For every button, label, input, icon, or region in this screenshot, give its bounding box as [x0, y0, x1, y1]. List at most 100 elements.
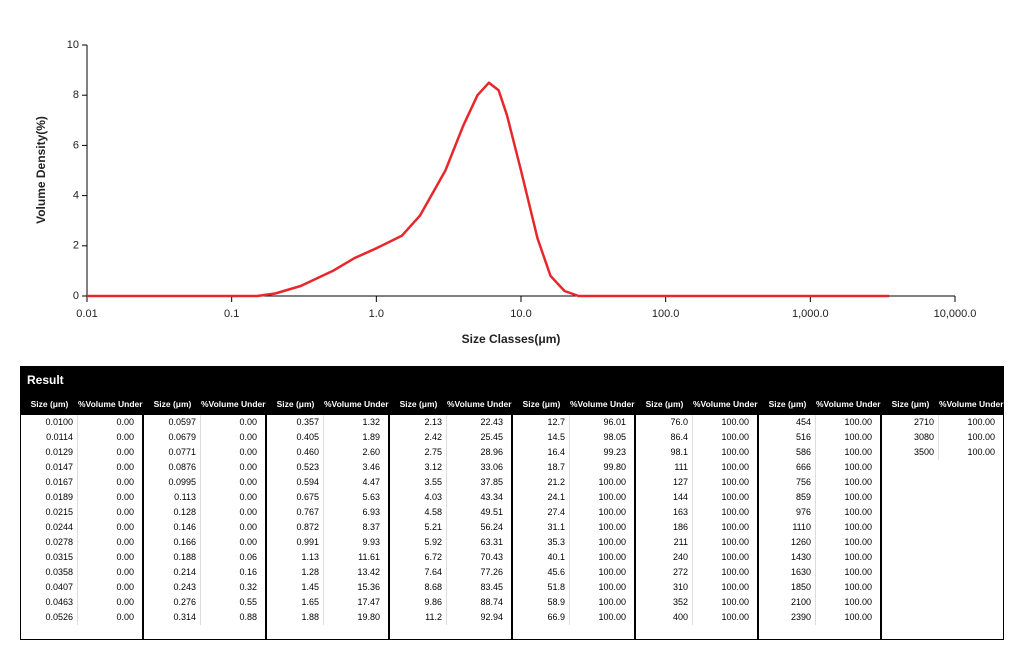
volume-cell: 1.32 — [362, 417, 380, 427]
volume-cell: 100.00 — [598, 597, 626, 607]
volume-cell: 100.00 — [598, 612, 626, 622]
size-cell: 6.72 — [390, 550, 447, 565]
size-cell: 2.75 — [390, 445, 447, 460]
table-row: 1.88 19.80 — [267, 610, 388, 625]
table-row: 0.314 0.88 — [144, 610, 265, 625]
table-row: 0.872 8.37 — [267, 520, 388, 535]
volume-cell: 100.00 — [844, 597, 872, 607]
table-row: 11.2 92.94 — [390, 610, 511, 625]
size-cell: 352 — [636, 595, 693, 610]
size-cell: 186 — [636, 520, 693, 535]
table-groups: Size (μm) %Volume Under 0.0100 0.00 0.0114 0.… — [21, 393, 1004, 640]
volume-cell: 100.00 — [721, 552, 749, 562]
size-cell: 0.460 — [267, 445, 324, 460]
table-row: 0.243 0.32 — [144, 580, 265, 595]
table-row: 3500 100.00 — [882, 445, 1003, 460]
header-cell: Size (μm) — [522, 399, 561, 409]
column-group: Size (μm) %Volume Under 76.0 100.00 86.4 100.… — [636, 393, 759, 640]
table-row: 3.55 37.85 — [390, 475, 511, 490]
table-row: 8.68 83.45 — [390, 580, 511, 595]
size-cell: 0.523 — [267, 460, 324, 475]
table-row: 1630 100.00 — [759, 565, 880, 580]
table-row: 0.214 0.16 — [144, 565, 265, 580]
table-row: 454 100.00 — [759, 415, 880, 430]
table-row: 0.523 3.46 — [267, 460, 388, 475]
volume-cell: 100.00 — [967, 417, 995, 427]
table-row: 0.0358 0.00 — [21, 565, 142, 580]
table-row: 144 100.00 — [636, 490, 757, 505]
size-cell: 18.7 — [513, 460, 570, 475]
header-row: Size (μm) %Volume Under — [636, 393, 758, 415]
size-cell: 0.243 — [144, 580, 201, 595]
table-row: 7.64 77.26 — [390, 565, 511, 580]
size-cell: 1260 — [759, 535, 816, 550]
size-cell: 35.3 — [513, 535, 570, 550]
y-tick-label: 0 — [73, 290, 79, 302]
volume-cell: 0.88 — [239, 612, 257, 622]
table-row: 0.460 2.60 — [267, 445, 388, 460]
volume-cell: 99.23 — [603, 447, 626, 457]
table-row: 5.21 56.24 — [390, 520, 511, 535]
table-row: 98.1 100.00 — [636, 445, 757, 460]
volume-cell: 100.00 — [844, 477, 872, 487]
size-cell: 0.0771 — [144, 445, 201, 460]
header-cell: %Volume Under — [693, 399, 758, 409]
volume-cell: 100.00 — [844, 492, 872, 502]
table-row: 24.1 100.00 — [513, 490, 634, 505]
volume-cell: 8.37 — [362, 522, 380, 532]
table-row: 51.8 100.00 — [513, 580, 634, 595]
table-row: 14.5 98.05 — [513, 430, 634, 445]
size-cell: 0.276 — [144, 595, 201, 610]
volume-cell: 100.00 — [844, 552, 872, 562]
table-row: 1.28 13.42 — [267, 565, 388, 580]
volume-cell: 2.60 — [362, 447, 380, 457]
size-cell: 9.86 — [390, 595, 447, 610]
volume-cell: 37.85 — [480, 477, 503, 487]
volume-cell: 0.00 — [239, 462, 257, 472]
volume-cell: 11.61 — [358, 552, 380, 562]
volume-cell: 96.01 — [603, 417, 626, 427]
table-row: 1.65 17.47 — [267, 595, 388, 610]
header-cell: %Volume Under — [324, 399, 389, 409]
size-cell: 4.58 — [390, 505, 447, 520]
header-row: Size (μm) %Volume Under — [513, 393, 635, 415]
size-cell: 0.0876 — [144, 460, 201, 475]
table-row: 0.0771 0.00 — [144, 445, 265, 460]
data-line — [87, 81, 889, 298]
table-row: 3.12 33.06 — [390, 460, 511, 475]
volume-cell: 0.00 — [116, 432, 134, 442]
header-cell: %Volume Under — [939, 399, 1004, 409]
volume-cell: 100.00 — [598, 492, 626, 502]
header-row: Size (μm) %Volume Under — [21, 393, 143, 415]
table-row: 186 100.00 — [636, 520, 757, 535]
size-cell: 2100 — [759, 595, 816, 610]
size-cell: 1850 — [759, 580, 816, 595]
table-row: 21.2 100.00 — [513, 475, 634, 490]
volume-cell: 0.00 — [116, 477, 134, 487]
x-tick-label: 100.0 — [652, 308, 680, 320]
table-row: 2.75 28.96 — [390, 445, 511, 460]
volume-cell: 5.63 — [362, 492, 380, 502]
volume-cell: 0.00 — [116, 522, 134, 532]
header-row: Size (μm) %Volume Under — [267, 393, 389, 415]
table-row: 4.58 49.51 — [390, 505, 511, 520]
y-tick-label: 2 — [73, 240, 79, 252]
table-row: 111 100.00 — [636, 460, 757, 475]
size-cell: 27.4 — [513, 505, 570, 520]
size-cell: 0.0129 — [21, 445, 78, 460]
size-cell: 0.991 — [267, 535, 324, 550]
table-row: 211 100.00 — [636, 535, 757, 550]
table-row: 9.86 88.74 — [390, 595, 511, 610]
header-row: Size (μm) %Volume Under — [144, 393, 266, 415]
size-cell: 0.0526 — [21, 610, 78, 625]
volume-cell: 0.00 — [116, 462, 134, 472]
volume-cell: 100.00 — [844, 447, 872, 457]
size-cell: 211 — [636, 535, 693, 550]
size-cell: 1.65 — [267, 595, 324, 610]
volume-cell: 0.00 — [239, 447, 257, 457]
size-cell: 40.1 — [513, 550, 570, 565]
header-cell: Size (μm) — [30, 399, 69, 409]
size-cell: 1110 — [759, 520, 816, 535]
volume-cell: 70.43 — [480, 552, 503, 562]
